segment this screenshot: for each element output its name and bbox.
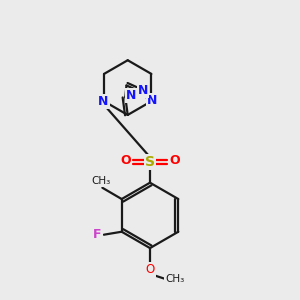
Text: N: N [98, 95, 109, 108]
Text: N: N [138, 84, 148, 97]
Text: CH₃: CH₃ [165, 274, 184, 284]
Text: CH₃: CH₃ [91, 176, 110, 186]
Text: O: O [169, 154, 180, 167]
Text: F: F [93, 228, 102, 241]
Text: N: N [147, 94, 157, 107]
Text: O: O [120, 154, 131, 167]
Text: S: S [145, 155, 155, 169]
Text: N: N [126, 89, 136, 102]
Text: O: O [146, 263, 154, 276]
